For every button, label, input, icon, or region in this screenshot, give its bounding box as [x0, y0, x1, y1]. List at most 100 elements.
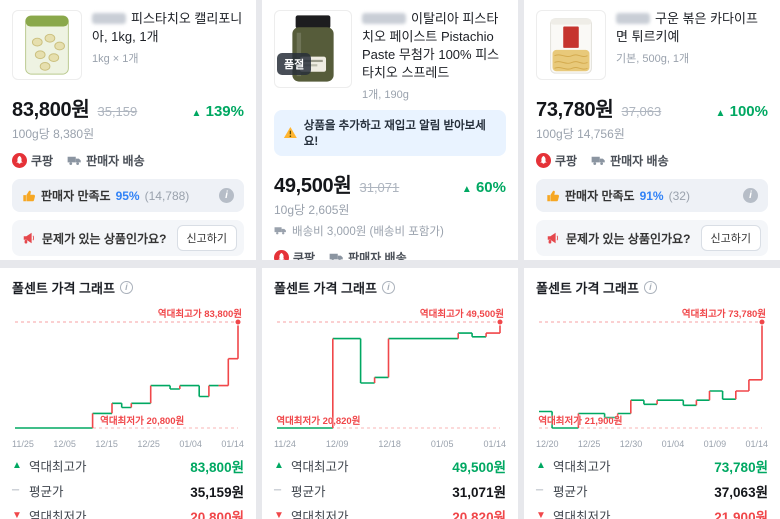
product-title[interactable]: 구운 볶은 카다이프 면 튀르키예 — [616, 11, 758, 44]
down-icon: ▼ — [274, 510, 284, 519]
product-card: 구운 볶은 카다이프 면 튀르키예 기본, 500g, 1개 73,780원 3… — [524, 0, 780, 260]
info-icon[interactable]: i — [381, 280, 395, 294]
info-icon[interactable]: i — [119, 280, 133, 294]
price-chart-card: 폴센트 가격 그래프 i 역대최고가 83,800원 역대최저가 20,800원… — [0, 268, 256, 519]
delivery-badges: 쿠팡 판매자 배송 — [274, 249, 506, 260]
info-icon[interactable]: i — [219, 188, 234, 203]
x-axis-labels: 11/24 12/09 12/18 01/05 01/14 — [274, 439, 506, 449]
coupang-rocket-icon — [536, 153, 551, 168]
max-annotation: 역대최고가 73,780원 — [681, 309, 766, 320]
stat-row-max: ▲ 역대최고가 49,500원 — [274, 453, 506, 478]
stat-row-min: ▼ 역대최저가 21,900원 — [536, 503, 768, 519]
product-column-3: 구운 볶은 카다이프 면 튀르키예 기본, 500g, 1개 73,780원 3… — [524, 0, 780, 519]
chart-title-row: 폴센트 가격 그래프 i — [274, 278, 506, 296]
restock-alert-banner[interactable]: 상품을 추가하고 재입고 알림 받아보세요! — [274, 109, 506, 156]
x-axis-label: 12/25 — [577, 439, 601, 449]
delivery-badges: 쿠팡 판매자 배송 — [536, 152, 768, 169]
x-axis-label: 12/09 — [325, 439, 349, 449]
stat-value: 20,820원 — [452, 509, 506, 519]
previous-price: 31,071 — [359, 179, 400, 195]
stat-row-avg: ─ 평균가 37,063원 — [536, 478, 768, 503]
current-price: 83,800원 — [12, 99, 90, 121]
dash-icon: ─ — [274, 485, 282, 496]
dash-icon: ─ — [536, 485, 544, 496]
x-axis-labels: 12/20 12/25 12/30 01/04 01/09 01/14 — [536, 439, 768, 449]
megaphone-icon — [23, 232, 35, 244]
x-axis-label: 12/18 — [378, 439, 401, 449]
coupang-badge: 쿠팡 — [536, 152, 577, 169]
info-icon[interactable]: i — [643, 280, 657, 294]
price-history-chart[interactable]: 역대최고가 49,500원 역대최저가 20,820원 — [274, 300, 506, 438]
product-title[interactable]: 이탈리아 피스타치오 페이스트 Pistachio Paste 무첨가 100%… — [362, 11, 500, 80]
report-button[interactable]: 신고하기 — [176, 225, 237, 251]
product-image[interactable] — [536, 10, 606, 80]
chart-title-row: 폴센트 가격 그래프 i — [536, 278, 768, 296]
x-axis-label: 01/04 — [179, 439, 202, 449]
product-header: 품절 이탈리아 피스타치오 페이스트 Pistachio Paste 무첨가 1… — [274, 10, 506, 102]
unit-price: 100g당 8,380원 — [12, 127, 95, 141]
blurred-brand — [362, 13, 406, 24]
satisfaction-percent: 95% — [115, 188, 140, 203]
report-question: 문제가 있는 상품인가요? — [42, 231, 167, 246]
kadaif-bag-image — [550, 18, 592, 74]
max-annotation: 역대최고가 83,800원 — [157, 309, 242, 320]
product-column-1: 피스타치오 캘리포니아, 1kg, 1개 1kg × 1개 83,800원 35… — [0, 0, 256, 519]
warning-icon — [283, 127, 297, 139]
seller-delivery-badge: 판매자 배송 — [591, 152, 669, 169]
stat-value: 83,800원 — [190, 459, 244, 475]
delivery-badges: 쿠팡 판매자 배송 — [12, 152, 244, 169]
truck-icon — [591, 156, 605, 165]
price-history-chart[interactable]: 역대최고가 73,780원 역대최저가 21,900원 — [536, 300, 768, 438]
stat-row-min: ▼ 역대최저가 20,820원 — [274, 503, 506, 519]
price-stats: ▲ 역대최고가 83,800원 ─ 평균가 35,159원 ▼ 역대최저가 20… — [12, 453, 244, 519]
stat-value: 37,063원 — [714, 484, 768, 500]
stat-label: 평균가 — [291, 485, 326, 499]
pistachio-bag-image — [25, 15, 69, 75]
stat-row-max: ▲ 역대최고가 83,800원 — [12, 453, 244, 478]
x-axis-label: 01/14 — [221, 439, 244, 449]
satisfaction-percent: 91% — [639, 188, 664, 203]
report-box: 문제가 있는 상품인가요? 신고하기 — [12, 220, 244, 256]
product-column-2: 품절 이탈리아 피스타치오 페이스트 Pistachio Paste 무첨가 1… — [262, 0, 518, 519]
x-axis-label: 12/15 — [95, 439, 118, 449]
product-title[interactable]: 피스타치오 캘리포니아, 1kg, 1개 — [92, 11, 243, 44]
satisfaction-label: 판매자 만족도 — [565, 189, 635, 203]
satisfaction-count: (32) — [668, 188, 690, 203]
product-option: 기본, 500g, 1개 — [616, 52, 690, 65]
satisfaction-label: 판매자 만족도 — [41, 189, 111, 203]
report-button[interactable]: 신고하기 — [700, 225, 761, 251]
stat-row-avg: ─ 평균가 31,071원 — [274, 478, 506, 503]
chart-title: 폴센트 가격 그래프 — [12, 280, 115, 296]
stat-value: 31,071원 — [452, 484, 506, 500]
price-chart-svg — [15, 318, 242, 429]
min-annotation: 역대최저가 20,800원 — [100, 416, 185, 427]
product-header: 피스타치오 캘리포니아, 1kg, 1개 1kg × 1개 — [12, 10, 244, 80]
seller-delivery-badge: 판매자 배송 — [329, 249, 407, 260]
seller-satisfaction: 판매자 만족도 95% (14,788) i — [12, 179, 244, 212]
coupang-badge: 쿠팡 — [274, 249, 315, 260]
price-stats: ▲ 역대최고가 73,780원 ─ 평균가 37,063원 ▼ 역대최저가 21… — [536, 453, 768, 519]
min-annotation: 역대최저가 20,820원 — [276, 416, 361, 427]
product-card: 피스타치오 캘리포니아, 1kg, 1개 1kg × 1개 83,800원 35… — [0, 0, 256, 260]
up-icon: ▲ — [536, 460, 546, 471]
x-axis-label: 01/05 — [430, 439, 454, 449]
price-up-icon: ▲ — [715, 108, 726, 119]
x-axis-label: 12/05 — [53, 439, 76, 449]
truck-icon — [67, 156, 81, 165]
report-box: 문제가 있는 상품인가요? 신고하기 — [536, 220, 768, 256]
stat-row-avg: ─ 평균가 35,159원 — [12, 478, 244, 503]
price-history-chart[interactable]: 역대최고가 83,800원 역대최저가 20,800원 — [12, 300, 244, 438]
price-up-icon: ▲ — [191, 108, 202, 119]
info-icon[interactable]: i — [743, 188, 758, 203]
coupang-rocket-icon — [274, 249, 289, 260]
product-info: 피스타치오 캘리포니아, 1kg, 1개 1kg × 1개 — [92, 10, 244, 80]
current-price: 49,500원 — [274, 174, 352, 197]
up-icon: ▲ — [12, 460, 22, 471]
stat-label: 평균가 — [29, 485, 64, 499]
product-image[interactable]: 품절 — [274, 10, 352, 88]
product-image[interactable] — [12, 10, 82, 80]
product-info: 구운 볶은 카다이프 면 튀르키예 기본, 500g, 1개 — [616, 10, 768, 80]
price-chart-card: 폴센트 가격 그래프 i 역대최고가 73,780원 역대최저가 21,900원… — [524, 268, 780, 519]
price-stats: ▲ 역대최고가 49,500원 ─ 평균가 31,071원 ▼ 역대최저가 20… — [274, 453, 506, 519]
